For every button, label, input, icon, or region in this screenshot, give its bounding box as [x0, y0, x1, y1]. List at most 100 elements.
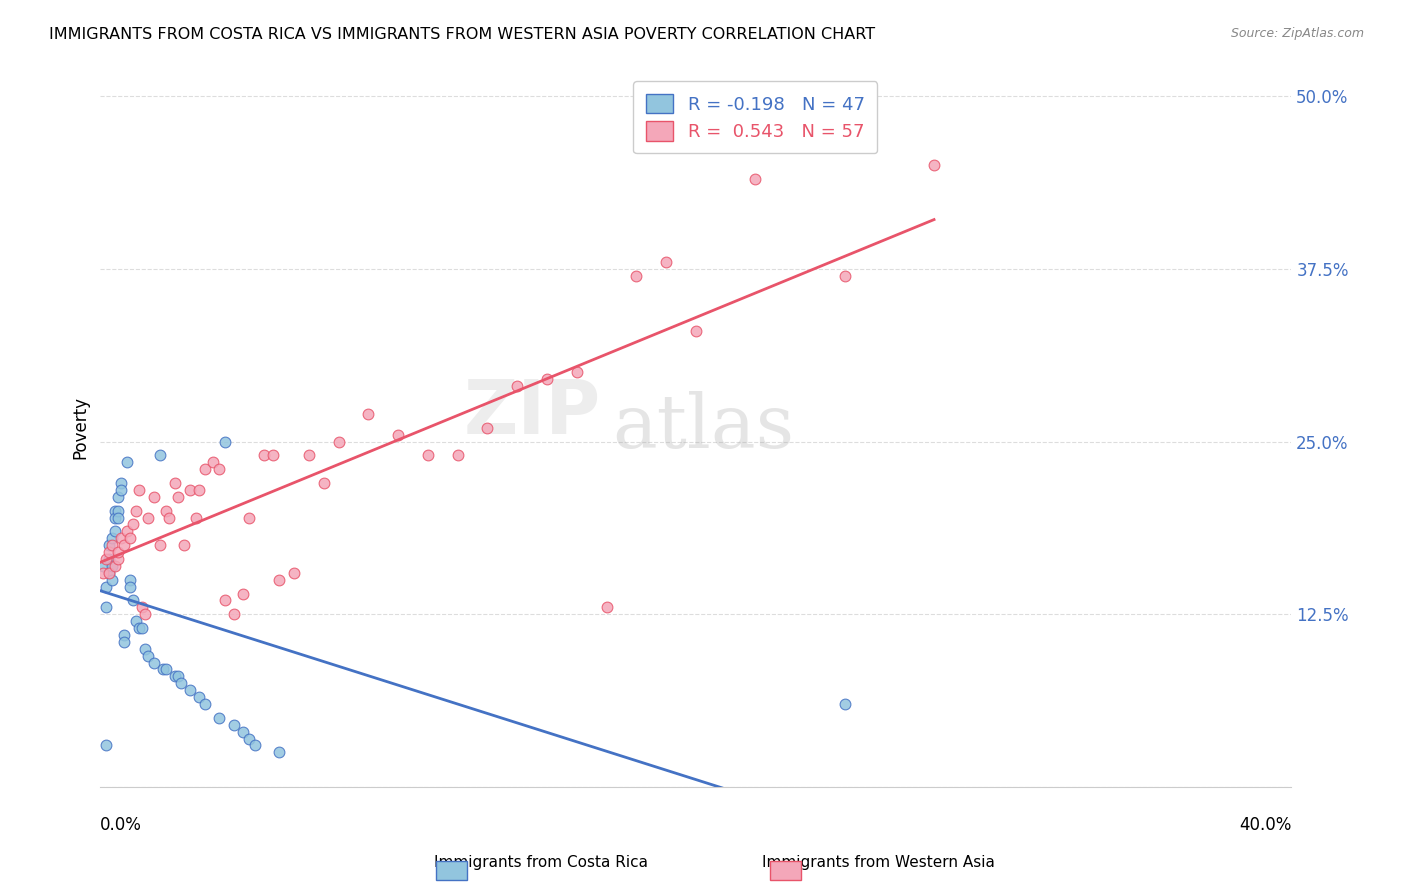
Point	[110, 475, 132, 490]
Point	[110, 483, 132, 497]
Point	[101, 531, 124, 545]
Point	[136, 510, 159, 524]
Point	[477, 421, 499, 435]
Point	[107, 490, 129, 504]
Point	[626, 268, 648, 283]
Text: Immigrants from Costa Rica: Immigrants from Costa Rica	[434, 855, 648, 870]
Point	[104, 558, 127, 573]
Point	[193, 697, 215, 711]
Point	[224, 718, 246, 732]
Point	[107, 503, 129, 517]
Point	[253, 448, 276, 462]
Point	[128, 621, 150, 635]
Legend: R = -0.198   N = 47, R =  0.543   N = 57: R = -0.198 N = 47, R = 0.543 N = 57	[634, 81, 877, 153]
Point	[142, 490, 165, 504]
Point	[91, 566, 114, 580]
Point	[224, 607, 246, 622]
Point	[744, 172, 766, 186]
Point	[104, 510, 127, 524]
Point	[107, 552, 129, 566]
Point	[98, 566, 121, 580]
Point	[107, 510, 129, 524]
Point	[128, 483, 150, 497]
Point	[112, 635, 135, 649]
Text: atlas: atlas	[613, 392, 794, 464]
Point	[243, 739, 266, 753]
Point	[328, 434, 350, 449]
Point	[152, 663, 174, 677]
Point	[122, 517, 145, 532]
Point	[179, 683, 201, 698]
Point	[214, 434, 236, 449]
Text: Source: ZipAtlas.com: Source: ZipAtlas.com	[1230, 27, 1364, 40]
Point	[96, 739, 118, 753]
Point	[98, 566, 121, 580]
Point	[166, 669, 188, 683]
Point	[173, 538, 195, 552]
Point	[416, 448, 439, 462]
Point	[96, 552, 118, 566]
Point	[157, 510, 180, 524]
Point	[655, 255, 678, 269]
Point	[267, 745, 290, 759]
Point	[96, 600, 118, 615]
Point	[163, 475, 186, 490]
Point	[357, 407, 380, 421]
Point	[120, 531, 142, 545]
Text: 40.0%: 40.0%	[1239, 815, 1291, 834]
Point	[208, 711, 231, 725]
Point	[446, 448, 468, 462]
Point	[834, 697, 856, 711]
Point	[107, 545, 129, 559]
Point	[179, 483, 201, 497]
Point	[187, 483, 209, 497]
Point	[267, 573, 290, 587]
Point	[187, 690, 209, 705]
Point	[232, 724, 254, 739]
Point	[120, 580, 142, 594]
Point	[101, 538, 124, 552]
Point	[98, 545, 121, 559]
Point	[104, 524, 127, 539]
Point	[112, 628, 135, 642]
Point	[134, 607, 156, 622]
Point	[131, 621, 153, 635]
Y-axis label: Poverty: Poverty	[72, 396, 89, 459]
Point	[170, 676, 193, 690]
Point	[208, 462, 231, 476]
Point	[834, 268, 856, 283]
Point	[96, 580, 118, 594]
Point	[312, 475, 335, 490]
Point	[122, 593, 145, 607]
Point	[136, 648, 159, 663]
Point	[115, 455, 138, 469]
Point	[238, 510, 260, 524]
Point	[595, 600, 617, 615]
Point	[125, 503, 148, 517]
Point	[91, 558, 114, 573]
Point	[565, 366, 588, 380]
Point	[166, 490, 188, 504]
Point	[149, 448, 172, 462]
Point	[120, 573, 142, 587]
Point	[536, 372, 558, 386]
Point	[101, 573, 124, 587]
Point	[125, 614, 148, 628]
Point	[163, 669, 186, 683]
Point	[262, 448, 284, 462]
Point	[184, 510, 207, 524]
Point	[155, 503, 177, 517]
Point	[134, 641, 156, 656]
Text: 0.0%: 0.0%	[100, 815, 142, 834]
Point	[922, 158, 945, 172]
Point	[387, 427, 409, 442]
Point	[112, 538, 135, 552]
Point	[98, 552, 121, 566]
Point	[142, 656, 165, 670]
Point	[506, 379, 529, 393]
Point	[232, 586, 254, 600]
Point	[104, 503, 127, 517]
Point	[115, 524, 138, 539]
Point	[193, 462, 215, 476]
Point	[155, 663, 177, 677]
